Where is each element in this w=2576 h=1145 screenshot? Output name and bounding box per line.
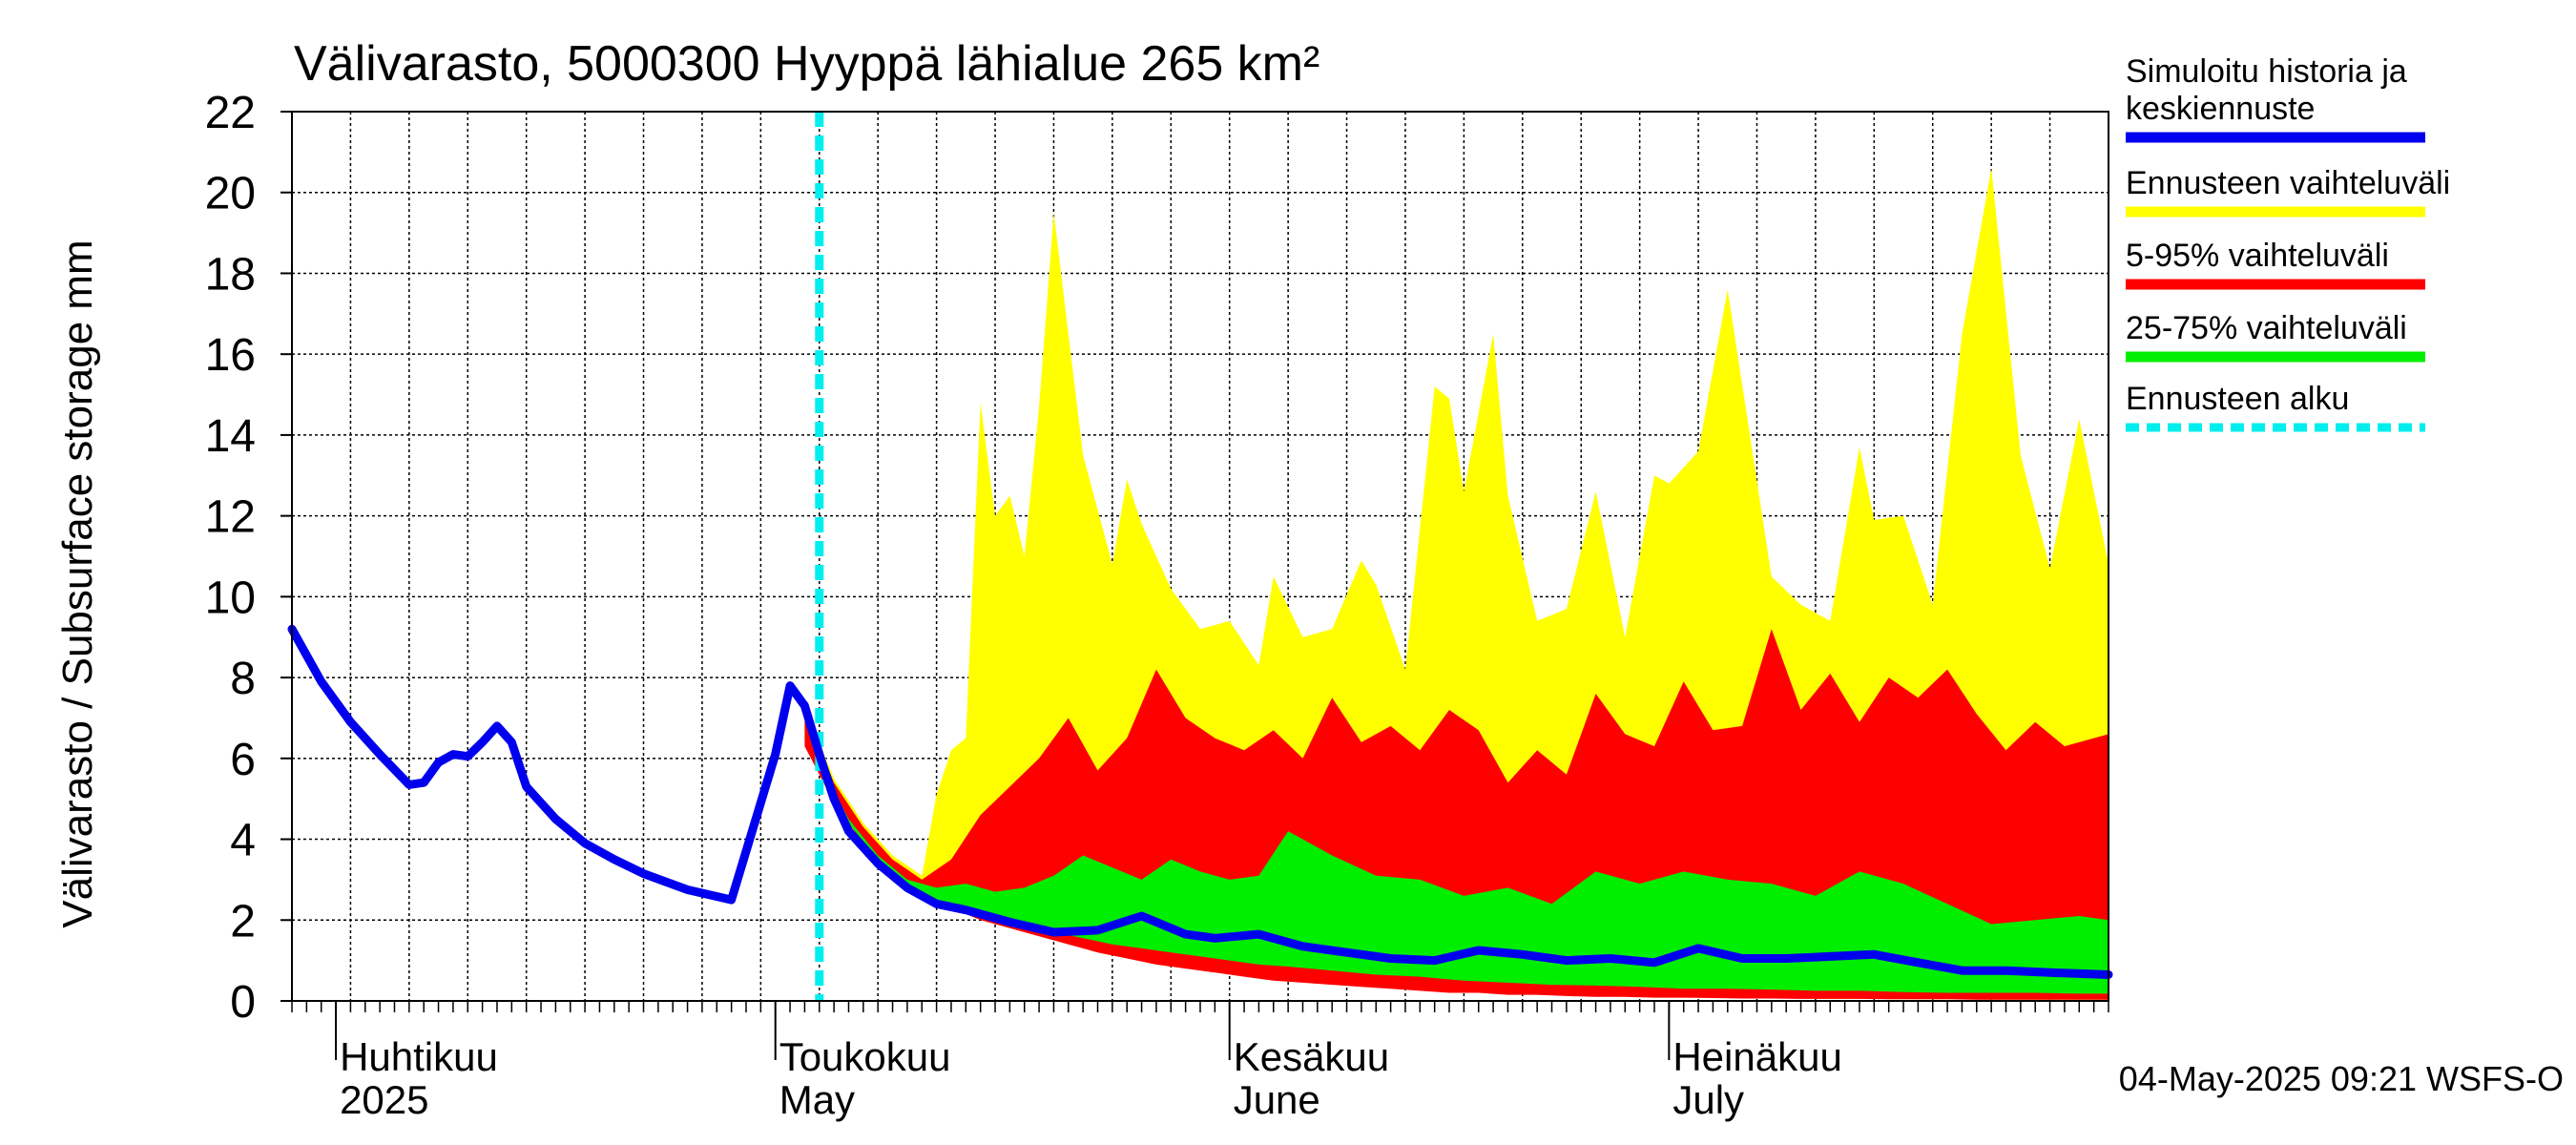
legend-label: 5-95% vaihteluväli <box>2126 238 2389 274</box>
y-tick-label: 18 <box>205 249 256 300</box>
legend-label: Simuloitu historia ja <box>2126 53 2407 90</box>
x-month-label-en: May <box>779 1077 855 1122</box>
series-lines <box>287 112 2113 1001</box>
y-tick-label: 20 <box>205 169 256 219</box>
legend-label: 25-75% vaihteluväli <box>2126 310 2407 346</box>
x-month-label-fi: Toukokuu <box>779 1034 951 1079</box>
legend-label: Ennusteen vaihteluväli <box>2126 165 2450 201</box>
legend-label: keskiennuste <box>2126 91 2315 127</box>
x-month-label-fi: Huhtikuu <box>340 1034 498 1079</box>
series-line-0 <box>287 624 2113 979</box>
y-tick-label: 8 <box>230 654 256 704</box>
y-axis-label: Välivarasto / Subsurface storage mm <box>54 239 101 927</box>
y-tick-label: 12 <box>205 492 256 543</box>
y-tick-label: 6 <box>230 735 256 785</box>
chart-title: Välivarasto, 5000300 Hyyppä lähialue 265… <box>294 36 1319 92</box>
footer-timestamp: 04-May-2025 09:21 WSFS-O <box>2119 1059 2564 1098</box>
x-month-label-en: June <box>1234 1077 1320 1122</box>
y-tick-label: 10 <box>205 572 256 623</box>
x-month-label-en: July <box>1672 1077 1744 1122</box>
y-tick-label: 4 <box>230 816 256 866</box>
y-tick-label: 14 <box>205 411 256 462</box>
y-tick-label: 16 <box>205 330 256 381</box>
y-tick-label: 0 <box>230 977 256 1028</box>
y-tick-label: 2 <box>230 896 256 947</box>
legend-label: Ennusteen alku <box>2126 381 2349 417</box>
plot-frame <box>291 111 2109 1002</box>
x-month-label-fi: Kesäkuu <box>1234 1034 1389 1079</box>
x-month-label-fi: Heinäkuu <box>1672 1034 1841 1079</box>
x-month-label-en: 2025 <box>340 1077 428 1122</box>
forecast-bands <box>804 168 2109 1000</box>
band-2 <box>819 762 2109 994</box>
y-tick-label: 22 <box>205 88 256 138</box>
